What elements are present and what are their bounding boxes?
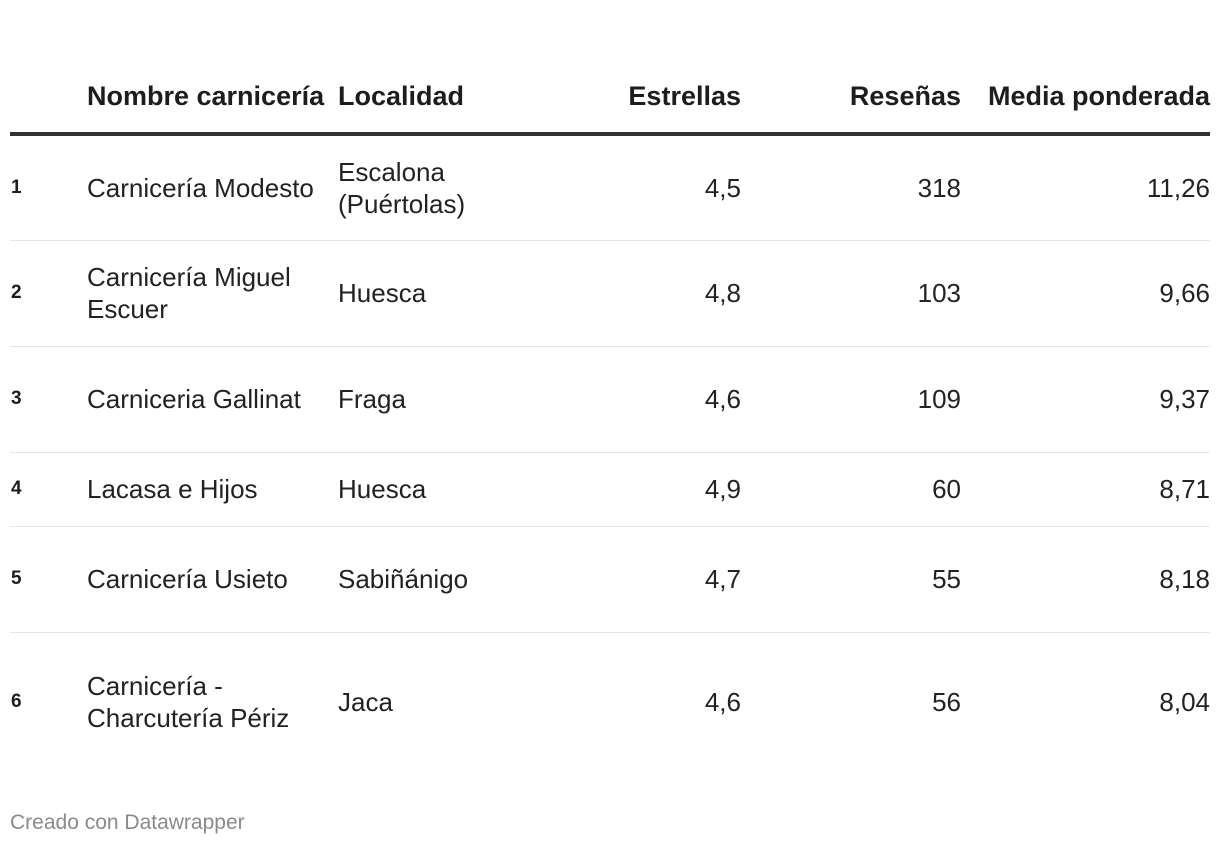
name-cell: Carnicería Usieto <box>87 526 338 633</box>
weighted-average-cell: 11,26 <box>961 134 1210 241</box>
name-cell: Lacasa e Hijos <box>87 452 338 527</box>
reviews-cell: 109 <box>741 346 961 453</box>
reviews-cell: 60 <box>741 452 961 527</box>
table-row: 6 Carnicería - Charcutería Périz Jaca 4,… <box>10 632 1210 772</box>
stars-cell: 4,8 <box>538 240 741 347</box>
rank-cell: 5 <box>10 526 87 633</box>
rank-cell: 6 <box>11 691 22 713</box>
column-header-rank <box>10 0 87 136</box>
table-row: 3 Carniceria Gallinat Fraga 4,6 109 9,37 <box>10 346 1210 453</box>
location-cell: Sabiñánigo <box>338 526 538 633</box>
table-row: 4 Lacasa e Hijos Huesca 4,9 60 8,71 <box>10 452 1210 527</box>
table-row: 2 Carnicería Miguel Escuer Huesca 4,8 10… <box>10 240 1210 347</box>
stars-cell: 4,9 <box>538 452 741 527</box>
rank-cell: 4 <box>10 452 87 527</box>
column-header-weighted-average: Media ponderada <box>961 0 1210 136</box>
rank-cell: 3 <box>10 346 87 453</box>
column-header-name: Nombre carnicería <box>87 0 338 136</box>
data-table-container: Nombre carnicería Localidad Estrellas Re… <box>10 0 1210 772</box>
weighted-average-cell: 8,71 <box>961 452 1210 527</box>
weighted-average-cell: 8,04 <box>1159 687 1210 718</box>
name-cell: Carnicería Miguel Escuer <box>87 240 338 347</box>
weighted-average-cell: 9,66 <box>961 240 1210 347</box>
location-cell: Jaca <box>338 687 393 718</box>
location-cell: Fraga <box>338 346 538 453</box>
column-header-location: Localidad <box>338 0 538 136</box>
weighted-average-cell: 8,18 <box>961 526 1210 633</box>
location-cell: Escalona (Puértolas) <box>338 134 538 241</box>
table-row: 1 Carnicería Modesto Escalona (Puértolas… <box>10 134 1210 241</box>
table-header-row: Nombre carnicería Localidad Estrellas Re… <box>10 0 1210 136</box>
stars-cell: 4,5 <box>538 134 741 241</box>
location-cell: Huesca <box>338 452 538 527</box>
name-cell: Carnicería - Charcutería Périz <box>87 671 290 734</box>
stars-cell: 4,6 <box>704 687 741 718</box>
reviews-cell: 318 <box>741 134 961 241</box>
location-cell: Huesca <box>338 240 538 347</box>
rank-cell: 2 <box>10 240 87 347</box>
weighted-average-cell: 9,37 <box>961 346 1210 453</box>
column-header-reviews: Reseñas <box>741 0 961 136</box>
datawrapper-credit: Creado con Datawrapper <box>10 811 245 834</box>
stars-cell: 4,7 <box>538 526 741 633</box>
name-cell: Carnicería Modesto <box>87 134 338 241</box>
rank-cell: 1 <box>10 134 87 241</box>
stars-cell: 4,6 <box>538 346 741 453</box>
column-header-stars: Estrellas <box>538 0 741 136</box>
name-cell: Carniceria Gallinat <box>87 346 338 453</box>
reviews-cell: 55 <box>741 526 961 633</box>
table-row: 5 Carnicería Usieto Sabiñánigo 4,7 55 8,… <box>10 526 1210 633</box>
reviews-cell: 103 <box>741 240 961 347</box>
data-table: Nombre carnicería Localidad Estrellas Re… <box>10 0 1210 772</box>
reviews-cell: 56 <box>932 687 961 718</box>
